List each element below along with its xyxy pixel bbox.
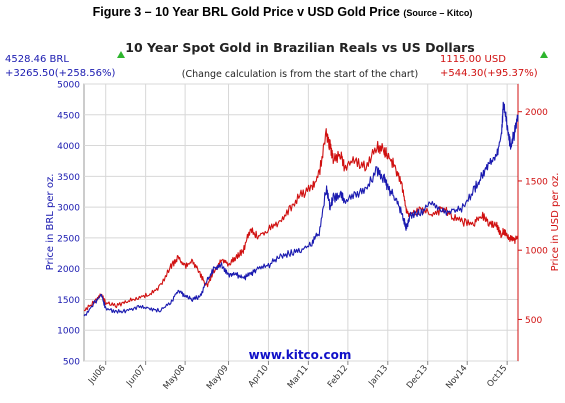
- right-axis: 500 1000 1500 2000: [517, 84, 548, 361]
- left-tick-label: 2500: [57, 234, 80, 244]
- x-tick-label: Feb12: [326, 364, 350, 390]
- usd-change-readout: +544.30(+95.37%): [440, 68, 538, 79]
- x-tick-label: Jan13: [366, 364, 390, 390]
- usd-price-readout: 1115.00 USD: [440, 54, 506, 65]
- left-tick-label: 4000: [57, 142, 80, 152]
- x-tick-label: Oct15: [485, 364, 509, 390]
- kitco-watermark: www.kitco.com: [249, 348, 352, 362]
- x-tick-label: Jul06: [86, 364, 108, 387]
- series-lines: [83, 101, 519, 317]
- left-axis: 500 1000 1500 2000 2500 3000 3500 4000 4500 5000: [57, 81, 80, 368]
- x-tick-label: Apr10: [247, 364, 271, 390]
- chart-subtitle: (Change calculation is from the start of…: [182, 69, 418, 80]
- x-axis: Jul06 Jun07 May08 May09 Apr10 Mar11 Feb12 Jan13…: [86, 361, 509, 392]
- series-line-brl: [83, 101, 519, 317]
- figure-caption-title: Figure 3 – 10 Year BRL Gold Price v USD …: [92, 5, 400, 19]
- left-tick-label: 4500: [57, 111, 80, 121]
- right-tick-label: 500: [525, 316, 542, 326]
- x-tick-label: Jun07: [124, 364, 148, 390]
- x-tick-label: May08: [162, 364, 188, 392]
- left-tick-label: 1500: [57, 296, 80, 306]
- left-tick-label: 3000: [57, 204, 80, 214]
- x-tick-label: Nov14: [444, 364, 469, 391]
- left-tick-label: 1000: [57, 327, 80, 337]
- brl-price-readout: 4528.46 BRL: [5, 54, 69, 65]
- left-axis-label: Price in BRL per oz.: [45, 174, 56, 271]
- x-tick-label: Dec13: [405, 364, 430, 391]
- brl-up-arrow-icon: [117, 51, 125, 58]
- chart-title: 10 Year Spot Gold in Brazilian Reals vs …: [125, 40, 475, 55]
- x-tick-label: Mar11: [286, 364, 311, 391]
- left-tick-label: 500: [63, 358, 80, 368]
- plot-area: [83, 83, 519, 362]
- grid-lines: [84, 83, 518, 362]
- right-tick-label: 1000: [525, 247, 548, 257]
- left-tick-label: 3500: [57, 173, 80, 183]
- brl-change-readout: +3265.50(+258.56%): [5, 68, 116, 79]
- figure-caption-source: (Source – Kitco): [403, 8, 473, 18]
- usd-up-arrow-icon: [540, 51, 548, 58]
- left-tick-label: 5000: [57, 81, 80, 91]
- left-tick-label: 2000: [57, 265, 80, 275]
- right-tick-label: 1500: [525, 177, 548, 187]
- figure-caption: Figure 3 – 10 Year BRL Gold Price v USD …: [0, 5, 565, 19]
- x-tick-label: May09: [205, 364, 231, 392]
- series-line-usd: [83, 128, 519, 312]
- right-tick-label: 2000: [525, 108, 548, 118]
- right-axis-label: Price in USD per oz.: [550, 173, 561, 272]
